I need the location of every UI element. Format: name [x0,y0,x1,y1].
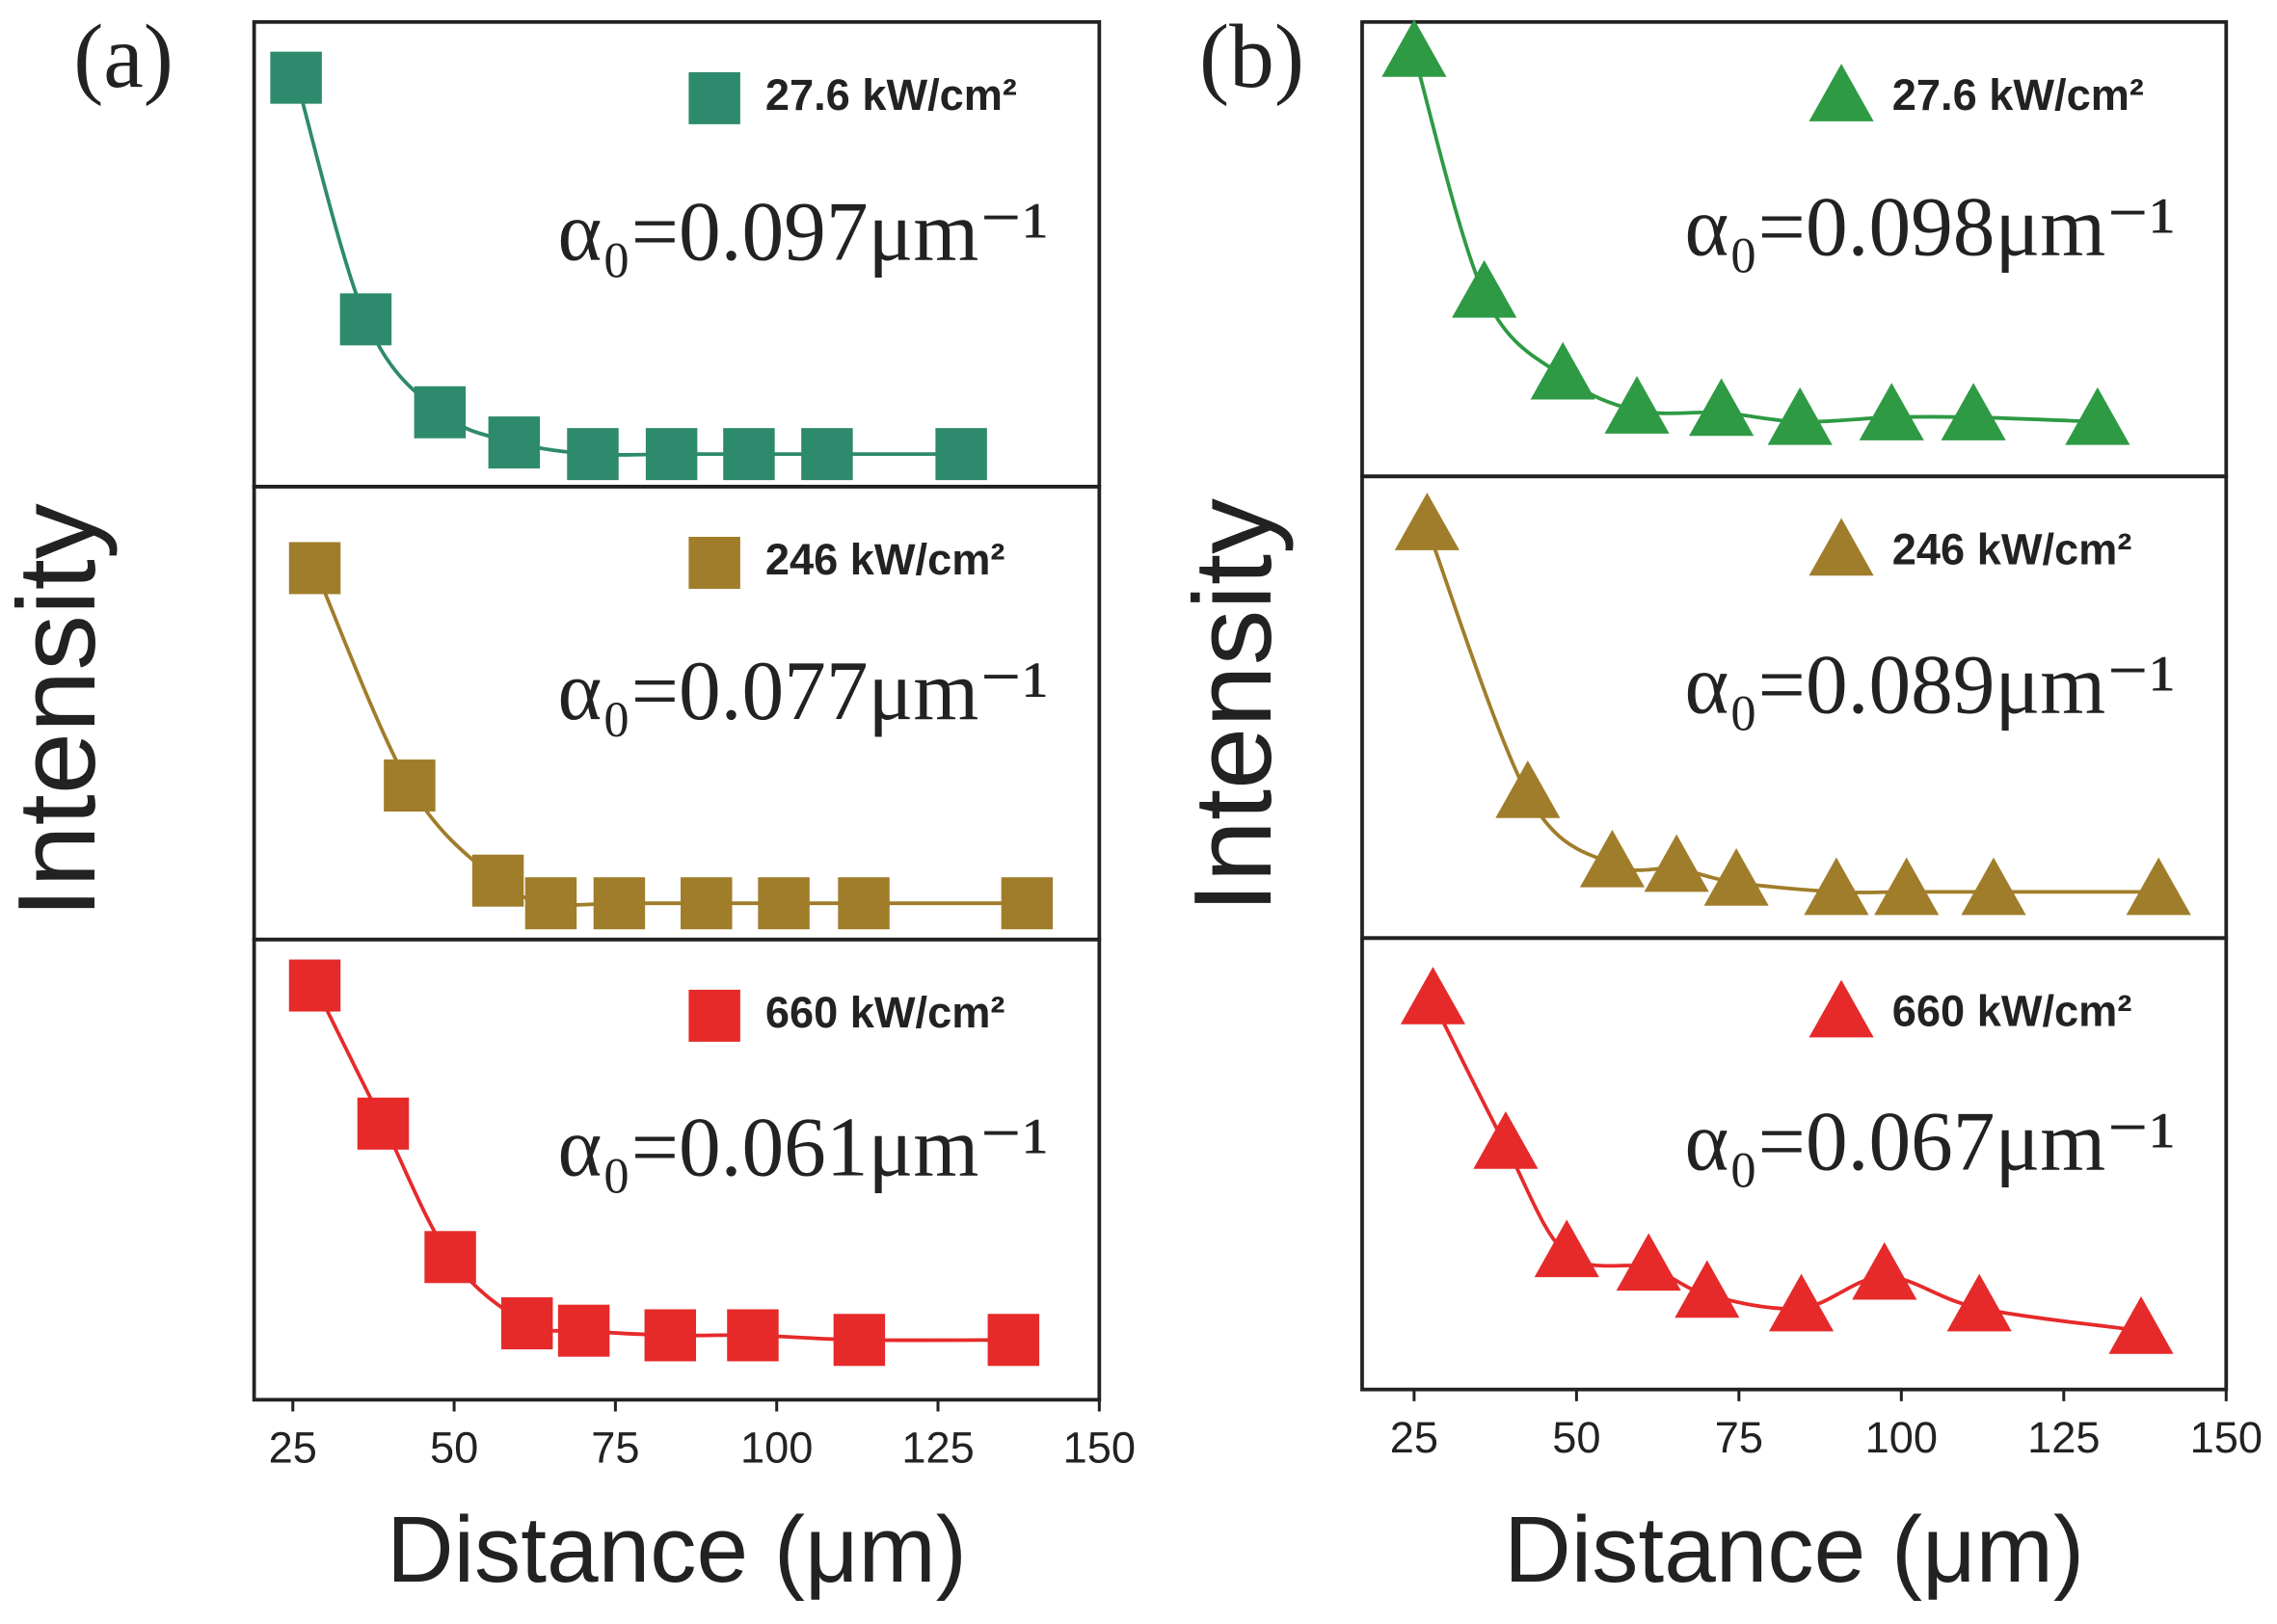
legend-label: 27.6 kW/cm² [1892,70,2144,120]
annotation: α₀=0.067μm⁻¹ [1684,1094,2175,1187]
x-tick-label: 125 [901,1423,974,1472]
annotation: α₀=0.061μm⁻¹ [558,1100,1049,1193]
annotation: α₀=0.098μm⁻¹ [1684,179,2175,273]
data-point [758,877,810,930]
data-point [2126,857,2191,916]
data-point [1452,259,1517,318]
data-point [1534,1219,1599,1278]
x-axis-label: Distance (μm) [1504,1496,2084,1602]
data-point [644,1309,697,1362]
x-axis-label: Distance (μm) [387,1496,967,1602]
x-tick-label: 100 [1865,1413,1938,1462]
annotation: α₀=0.089μm⁻¹ [1684,637,2175,731]
data-point [987,1314,1040,1367]
data-point [1530,341,1595,400]
data-point [1946,1273,2012,1332]
panel-label: (a) [73,7,174,107]
data-point [727,1309,779,1362]
data-point [1604,376,1670,434]
data-point [471,854,524,907]
data-point [384,759,436,812]
data-point [1644,834,1709,892]
y-axis-label: Intensity [1172,498,1295,914]
data-point [524,877,577,930]
legend-marker [688,71,740,124]
data-point [1804,857,1869,916]
data-point [2065,386,2130,445]
data-point [414,386,467,439]
annotation: α₀=0.077μm⁻¹ [558,644,1049,737]
data-point [567,428,619,481]
data-point [1852,1241,1917,1300]
legend-marker [688,536,740,589]
data-point [838,877,890,930]
annotation: α₀=0.097μm⁻¹ [558,184,1049,278]
legend-marker [1808,518,1874,576]
data-point [1768,1273,1835,1332]
data-point [357,1097,410,1150]
data-point [339,293,392,346]
x-tick-label: 25 [269,1423,317,1472]
data-point [1001,877,1054,930]
x-tick-label: 25 [1390,1413,1438,1462]
data-point [1703,848,1769,906]
data-point [1767,386,1833,445]
data-point [593,877,646,930]
data-point [1381,19,1447,77]
data-point [1674,1260,1740,1318]
data-point [1859,383,1924,440]
data-point [500,1297,553,1350]
data-point [1941,383,2006,440]
data-point [288,542,341,595]
data-point [935,428,987,481]
panel-label: (b) [1199,7,1304,107]
data-point [1961,857,2026,916]
legend-marker [688,989,740,1042]
x-tick-label: 50 [1552,1413,1600,1462]
subplot-frame [1360,936,2229,1392]
data-point [1616,1233,1681,1291]
data-point [801,428,853,481]
data-point [723,428,775,481]
legend-marker [1808,64,1874,121]
data-point [1874,857,1940,916]
data-point [681,877,733,930]
data-point [288,959,341,1012]
data-point [1473,1110,1539,1169]
data-point [1579,829,1646,888]
x-tick-label: 75 [591,1423,639,1472]
legend-label: 246 kW/cm² [1892,524,2132,573]
x-tick-label: 75 [1715,1413,1763,1462]
x-tick-label: 150 [1063,1423,1136,1472]
subplot-frame [252,937,1102,1402]
legend-label: 660 kW/cm² [765,988,1005,1037]
data-point [833,1314,886,1367]
legend-label: 660 kW/cm² [1892,986,2132,1035]
x-tick-label: 50 [430,1423,478,1472]
x-tick-label: 150 [2190,1413,2263,1462]
y-axis-label: Intensity [0,503,119,918]
data-point [488,416,541,469]
x-tick-label: 125 [2027,1413,2100,1462]
data-point [1394,493,1460,550]
legend-label: 246 kW/cm² [765,535,1005,584]
data-point [2108,1296,2174,1354]
data-point [424,1231,476,1284]
data-point [1400,967,1466,1025]
data-point [645,428,698,481]
legend-marker [1808,979,1874,1038]
x-tick-label: 100 [740,1423,813,1472]
data-point [557,1304,610,1357]
data-point [270,51,322,104]
data-point [1689,378,1755,437]
legend-label: 27.6 kW/cm² [765,70,1017,120]
data-point [1495,760,1561,818]
